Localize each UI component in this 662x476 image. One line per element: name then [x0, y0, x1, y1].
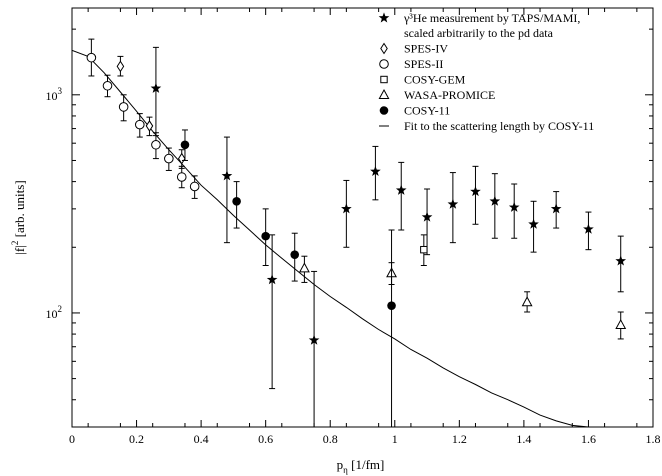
legend-label: SPES-II: [404, 57, 443, 71]
star-point: [221, 170, 233, 181]
star-point: [421, 211, 433, 222]
open-square-point: [420, 245, 428, 254]
star-point: [583, 223, 594, 234]
x-tick-label: 1.4: [516, 432, 531, 446]
fit-curve: [72, 49, 605, 427]
open-circle-point: [134, 119, 145, 130]
y-tick-exponent: 3: [58, 86, 63, 96]
legend-label: γ³He measurement by TAPS/MAMI,: [403, 11, 580, 25]
legend-label: SPES-IV: [404, 42, 448, 56]
star-point: [447, 198, 459, 209]
x-tick-label: 0.2: [129, 432, 144, 446]
y-axis-label-main: |f|: [12, 245, 27, 255]
legend-label: WASA-PROMICE: [404, 88, 495, 102]
filled-circle-point: [290, 250, 300, 259]
star-point: [370, 165, 381, 177]
legend-label: Fit to the scattering length by COSY-11: [404, 119, 594, 133]
star-point: [489, 195, 501, 206]
star-point: [550, 203, 562, 214]
x-tick-label: 1.2: [452, 432, 467, 446]
y-axis-label-sup: 2: [10, 241, 20, 246]
legend-open-triangle-swatch: [378, 88, 390, 99]
diamond-point: [177, 152, 186, 165]
x-tick-label: 1.8: [646, 432, 661, 446]
x-tick-label: 0.6: [258, 432, 273, 446]
legend: γ³He measurement by TAPS/MAMI,scaled arb…: [378, 11, 594, 133]
data-points-layer: [86, 38, 627, 427]
star-point: [150, 82, 162, 93]
legend-label: COSY-11: [404, 104, 450, 118]
open-circle-point: [189, 181, 200, 192]
open-circle-point: [118, 102, 129, 112]
open-circle-point: [102, 80, 113, 91]
filled-circle-point: [261, 231, 270, 241]
x-tick-label: 1.6: [581, 432, 596, 446]
open-triangle-point: [615, 319, 627, 330]
open-circle-point: [176, 172, 187, 182]
y-tick-base: 10: [46, 307, 58, 321]
x-axis-label: pη [1/fm]: [337, 457, 385, 475]
open-triangle-point: [298, 262, 310, 273]
y-axis-label: |f|2 [arb. units]: [10, 180, 27, 254]
plot-frame: [71, 7, 654, 428]
legend-diamond-swatch: [380, 42, 388, 55]
open-circle-point: [164, 153, 174, 164]
legend-star-swatch: [378, 12, 390, 23]
x-tick-label: 1: [392, 432, 398, 446]
star-point: [470, 185, 481, 197]
open-triangle-point: [521, 296, 533, 307]
filled-circle-point: [180, 140, 190, 150]
x-tick-label: 0.8: [323, 432, 338, 446]
x-tick-label: 0: [69, 432, 75, 446]
star-point: [308, 334, 320, 345]
legend-label: COSY-GEM: [404, 73, 466, 87]
star-point: [395, 184, 407, 195]
legend-filled-circle-swatch: [379, 106, 389, 115]
diamond-point: [116, 60, 125, 73]
x-axis-label-main: p: [337, 457, 344, 472]
y-tick-label: 103: [46, 86, 63, 103]
legend-open-circle-swatch: [379, 59, 389, 69]
y-axis-label-unit: [arb. units]: [12, 180, 27, 240]
open-circle-point: [151, 139, 161, 150]
filled-circle-point: [232, 196, 241, 206]
diamond-point: [145, 119, 154, 132]
fit-curve-layer: [72, 49, 605, 427]
star-point: [615, 255, 627, 266]
x-axis-label-unit: [1/fm]: [348, 457, 384, 472]
open-circle-point: [86, 52, 97, 63]
x-axis-label-sub: η: [343, 465, 348, 475]
legend-open-square-swatch: [380, 75, 388, 84]
star-point: [528, 218, 539, 229]
legend-label: scaled arbitrarily to the pd data: [404, 26, 554, 40]
star-point: [266, 274, 278, 285]
y-tick-exponent: 2: [58, 304, 63, 314]
x-tick-label: 0.4: [194, 432, 209, 446]
filled-circle-point: [387, 301, 396, 310]
star-point: [508, 201, 520, 212]
y-tick-label: 102: [46, 304, 63, 321]
star-point: [341, 203, 352, 214]
y-tick-base: 10: [46, 89, 58, 103]
